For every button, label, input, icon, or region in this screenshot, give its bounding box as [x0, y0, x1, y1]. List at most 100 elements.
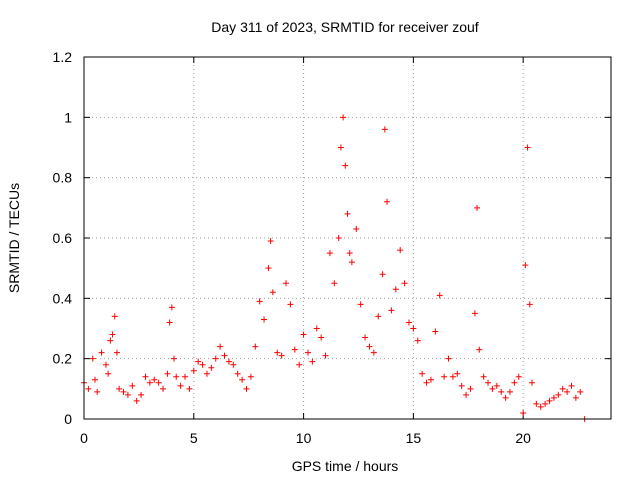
data-point — [274, 349, 281, 356]
data-point — [370, 349, 377, 356]
axis-ticks — [83, 56, 611, 420]
data-point — [146, 379, 153, 386]
data-point — [182, 373, 189, 380]
data-point — [113, 349, 120, 356]
data-point — [111, 313, 118, 320]
y-tick-label: 1 — [64, 109, 72, 125]
data-point — [278, 352, 285, 359]
data-point — [129, 382, 136, 389]
data-point — [366, 343, 373, 350]
data-point — [489, 385, 496, 392]
x-axis-label: GPS time / hours — [292, 458, 399, 474]
y-axis-label: SRMTID / TECUs — [6, 183, 22, 293]
tick-labels: 0 0.2 0.4 0.6 0.8 1 1.2 0 5 10 15 20 — [53, 49, 532, 446]
data-point — [449, 373, 456, 380]
data-point — [212, 355, 219, 362]
data-point — [467, 385, 474, 392]
data-point — [133, 397, 140, 404]
data-point — [498, 388, 505, 395]
data-point — [331, 280, 338, 287]
data-point — [221, 352, 228, 359]
data-point — [546, 397, 553, 404]
data-point — [537, 403, 544, 410]
data-point — [423, 379, 430, 386]
data-point — [304, 349, 311, 356]
x-tick-label: 20 — [515, 430, 531, 446]
data-point — [502, 394, 509, 401]
data-point — [526, 301, 533, 308]
grid-lines — [84, 57, 611, 419]
data-point — [542, 400, 549, 407]
data-point — [91, 376, 98, 383]
data-point — [335, 235, 342, 241]
data-point — [160, 385, 167, 392]
data-point — [261, 316, 268, 323]
data-point — [419, 370, 426, 377]
data-point — [190, 367, 197, 374]
data-point — [186, 385, 193, 392]
data-point — [410, 325, 417, 332]
data-point — [432, 328, 439, 335]
data-point — [485, 379, 492, 386]
data-point — [234, 370, 241, 377]
data-point — [89, 355, 96, 362]
data-point — [322, 352, 329, 359]
data-point — [340, 114, 347, 121]
data-point — [164, 370, 171, 377]
data-point — [353, 225, 360, 232]
plot-frame — [83, 56, 612, 420]
data-point — [568, 382, 575, 389]
data-point — [564, 388, 571, 395]
x-tick-label: 15 — [406, 430, 422, 446]
data-point — [287, 301, 294, 308]
data-point — [401, 280, 408, 287]
data-point — [427, 376, 434, 383]
data-point — [392, 286, 399, 293]
data-point — [98, 349, 105, 356]
data-point — [252, 343, 259, 350]
data-point — [362, 334, 369, 341]
data-point — [522, 262, 529, 269]
data-point — [116, 385, 123, 392]
data-point — [173, 373, 180, 380]
data-point — [124, 391, 131, 398]
data-point — [199, 361, 206, 368]
data-point — [520, 409, 527, 416]
data-point — [480, 373, 487, 380]
data-point — [577, 388, 584, 395]
data-point — [102, 361, 109, 368]
data-point — [318, 334, 325, 341]
data-point — [515, 373, 522, 380]
data-point — [166, 319, 173, 326]
data-point — [357, 301, 364, 308]
data-point — [138, 391, 145, 398]
data-point — [168, 304, 175, 311]
data-points — [81, 114, 588, 422]
data-point — [463, 391, 470, 398]
data-point — [458, 382, 465, 389]
y-tick-label: 0.4 — [53, 290, 73, 306]
data-point — [195, 358, 202, 365]
data-point — [436, 292, 443, 299]
data-point — [217, 343, 224, 350]
data-point — [283, 280, 290, 287]
data-point — [493, 382, 500, 389]
data-point — [476, 346, 483, 353]
data-point — [405, 319, 412, 326]
data-point — [388, 307, 395, 314]
data-point — [379, 271, 386, 278]
data-point — [105, 370, 112, 377]
x-tick-label: 5 — [190, 430, 198, 446]
data-point — [230, 361, 237, 368]
data-point — [171, 355, 178, 362]
data-point — [550, 394, 557, 401]
data-point — [300, 331, 307, 338]
data-point — [346, 250, 353, 257]
data-point — [445, 355, 452, 362]
x-tick-label: 10 — [296, 430, 312, 446]
data-point — [381, 126, 388, 133]
data-point — [506, 388, 513, 395]
y-tick-label: 0.2 — [53, 351, 73, 367]
data-point — [375, 313, 382, 320]
data-point — [397, 247, 404, 254]
